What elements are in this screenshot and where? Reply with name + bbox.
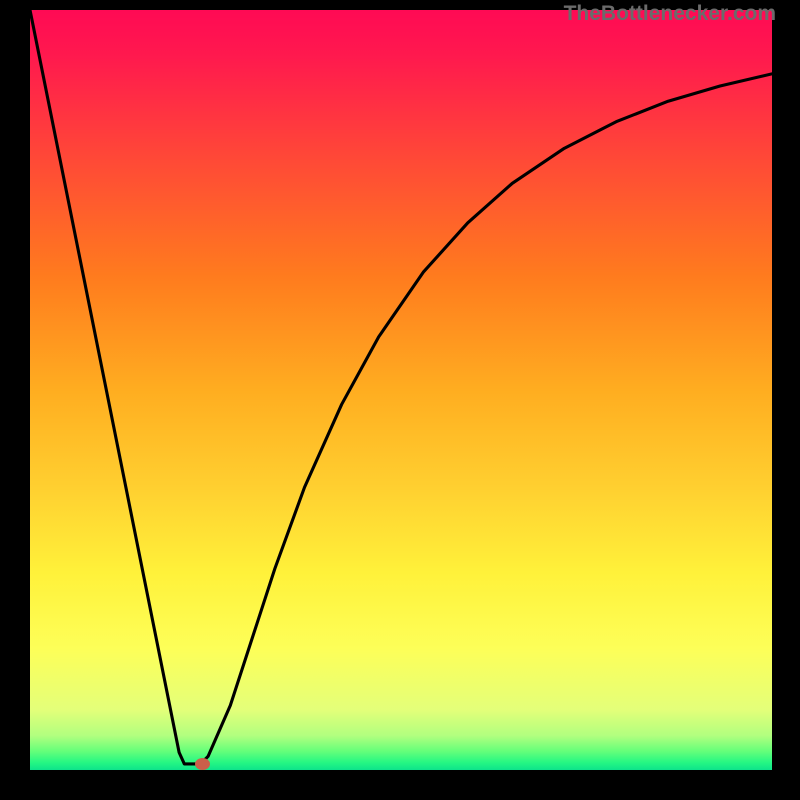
figure-container: TheBottlenecker.com (0, 0, 800, 800)
watermark-text: TheBottlenecker.com (564, 2, 776, 26)
watermark-label: TheBottlenecker.com (564, 2, 776, 25)
plot-area (30, 10, 772, 770)
bottleneck-curve (30, 10, 772, 770)
